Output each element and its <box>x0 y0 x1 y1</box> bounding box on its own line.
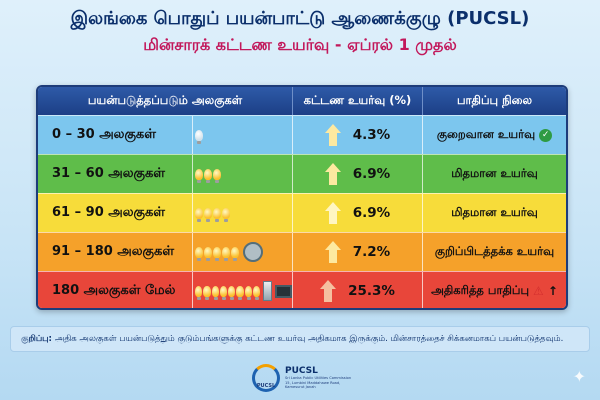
note-label: குறிப்பு: <box>21 333 52 344</box>
rate-value: 6.9% <box>352 166 391 182</box>
appliance-icons <box>193 272 293 308</box>
sparkle-icon: ✦ <box>572 367 586 386</box>
impact-label: மிதமான உயர்வு <box>451 205 538 219</box>
bulb-icon <box>204 168 212 183</box>
up-arrow-icon <box>320 280 337 302</box>
bulb-icon <box>244 285 252 300</box>
rate-value: 7.2% <box>352 244 391 260</box>
up-arrow-icon <box>324 241 341 263</box>
impact-cell: மிதமான உயர்வு <box>423 194 566 232</box>
header: இலங்கை பொதுப் பயன்பாட்டு ஆணைக்குழு (PUCS… <box>0 6 600 56</box>
impact-label: அதிகரித்த பாதிப்பு <box>431 283 530 297</box>
pucsl-logo: PUCSL <box>252 364 280 392</box>
rate-cell: 7.2% <box>293 233 423 271</box>
bulb-icon <box>213 168 221 183</box>
rate-cell: 6.9% <box>293 155 423 193</box>
bulb-icon <box>222 207 230 222</box>
footer-brand: PUCSL <box>285 366 318 377</box>
warning-icon: ⚠ <box>533 284 544 298</box>
footer-org-line3: Kamesurut Janah <box>285 385 316 390</box>
table-row: 0 – 30 அலகுகள் 4.3% குறைவான உயர்வு ✓ <box>38 115 566 154</box>
table-body: 0 – 30 அலகுகள் 4.3% குறைவான உயர்வு ✓ 31 – 60… <box>38 115 566 308</box>
up-arrow-icon <box>324 124 341 146</box>
table-row: 180 அலகுகள் மேல் 25.3% அதிகரித்த பாதிப்பு ⚠… <box>38 271 566 308</box>
bulb-icon <box>195 129 203 144</box>
appliance-icons <box>193 233 293 271</box>
bulb-icon <box>195 168 203 183</box>
bulb-icon <box>203 285 211 300</box>
washing-machine-icon <box>263 281 273 301</box>
up-arrow-icon <box>324 202 341 224</box>
units-range: 180 அலகுகள் மேல் <box>38 272 193 308</box>
units-range: 61 – 90 அலகுகள் <box>38 194 193 232</box>
impact-cell: அதிகரித்த பாதிப்பு ⚠ ↑ <box>423 272 566 308</box>
column-header-units: பயன்படுத்தப்படும் அலகுகள் <box>38 87 293 115</box>
bulb-icon <box>231 246 239 261</box>
impact-cell: குறிப்பிடத்தக்க உயர்வு <box>423 233 566 271</box>
check-icon: ✓ <box>539 128 553 142</box>
bulb-icon <box>236 285 244 300</box>
rate-cell: 4.3% <box>293 116 423 154</box>
fan-icon <box>243 242 263 262</box>
rate-value: 25.3% <box>348 283 395 299</box>
rate-value: 4.3% <box>352 127 391 143</box>
appliance-icons <box>193 155 293 193</box>
column-header-rate: கட்டண உயர்வு (%) <box>293 87 423 115</box>
units-range: 31 – 60 அலகுகள் <box>38 155 193 193</box>
table-row: 91 – 180 அலகுகள் 7.2% குறிப்பிடத்தக்க உயர்… <box>38 232 566 271</box>
footer-org-line2: 15, Lumbini Maddahawe Road, <box>285 380 341 385</box>
bulb-icon <box>204 246 212 261</box>
bulb-icon <box>219 285 227 300</box>
bulb-icon <box>222 246 230 261</box>
footer-org-line1: Sri Lanka Public Utilities Commission <box>285 376 352 381</box>
impact-cell: மிதமான உயர்வு <box>423 155 566 193</box>
bulb-icon <box>195 246 203 261</box>
bulb-icon <box>195 207 203 222</box>
table-header: பயன்படுத்தப்படும் அலகுகள் கட்டண உயர்வு (… <box>38 87 566 115</box>
bulb-icon <box>211 285 219 300</box>
bulb-icon <box>228 285 236 300</box>
impact-label: மிதமான உயர்வு <box>451 166 538 180</box>
small-up-arrow-icon: ↑ <box>547 284 558 298</box>
appliance-icons <box>193 194 293 232</box>
bulb-icon <box>213 207 221 222</box>
bulb-icon <box>213 246 221 261</box>
note-text: அதிக அலகுகள் பயன்படுத்தும் குடும்பங்களுக… <box>54 333 564 344</box>
logo-text: PUCSL <box>256 383 276 389</box>
rate-cell: 6.9% <box>293 194 423 232</box>
column-header-impact: பாதிப்பு நிலை <box>456 93 533 107</box>
note-bar: குறிப்பு: அதிக அலகுகள் பயன்படுத்தும் குட… <box>10 326 590 352</box>
tv-icon <box>275 284 292 298</box>
page-subtitle: மின்சாரக் கட்டண உயர்வு - ஏப்ரல் 1 முதல் <box>143 35 457 54</box>
table-row: 31 – 60 அலகுகள் 6.9% மிதமான உயர்வு <box>38 154 566 193</box>
impact-cell: குறைவான உயர்வு ✓ <box>423 116 566 154</box>
rate-value: 6.9% <box>352 205 391 221</box>
bulb-icon <box>195 285 203 300</box>
units-range: 0 – 30 அலகுகள் <box>38 116 193 154</box>
bulb-icon <box>204 207 212 222</box>
up-arrow-icon <box>324 163 341 185</box>
appliance-icons <box>193 116 293 154</box>
footer-text: PUCSL Sri Lanka Public Utilities Commiss… <box>285 366 351 390</box>
table-row: 61 – 90 அலகுகள் 6.9% மிதமான உயர்வு <box>38 193 566 232</box>
tariff-table: பயன்படுத்தப்படும் அலகுகள் கட்டண உயர்வு (… <box>36 85 568 310</box>
page-title: இலங்கை பொதுப் பயன்பாட்டு ஆணைக்குழு (PUCS… <box>70 8 530 29</box>
impact-label: குறைவான உயர்வு <box>436 127 536 141</box>
impact-label: குறிப்பிடத்தக்க உயர்வு <box>434 244 555 258</box>
footer-logo-block: PUCSL PUCSL Sri Lanka Public Utilities C… <box>252 360 362 396</box>
rate-cell: 25.3% <box>293 272 423 308</box>
bulb-icon <box>252 285 260 300</box>
units-range: 91 – 180 அலகுகள் <box>38 233 193 271</box>
